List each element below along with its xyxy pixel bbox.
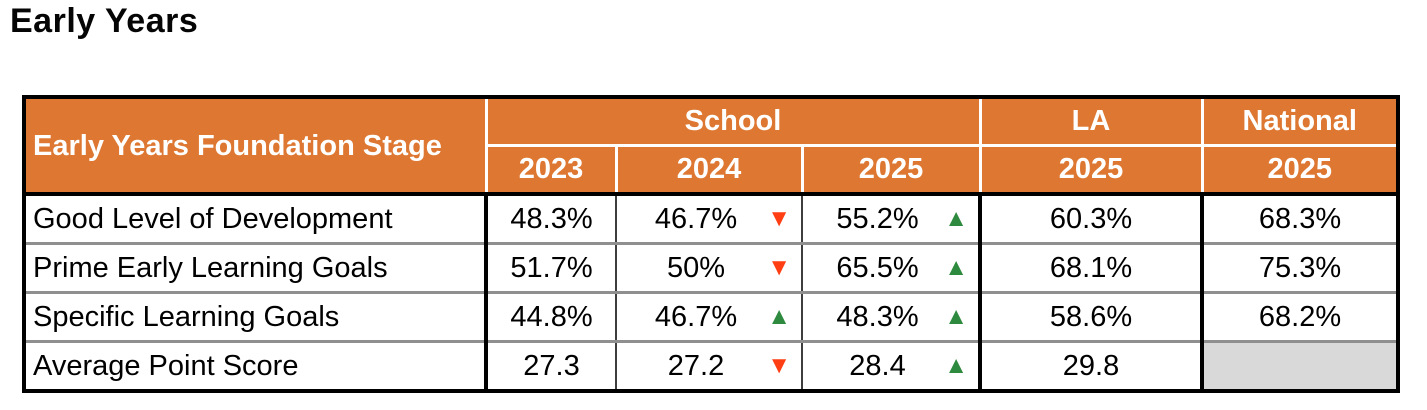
table-row-prime-early-learning-goals: Prime Early Learning Goals 51.7% 50% ▼ 6… [24, 242, 1398, 293]
header-year-row: 2023 2024 2025 2025 2025 [24, 144, 1400, 196]
cell-value: 46.7% [654, 300, 738, 333]
trend-arrow-icon: ▲ [944, 205, 968, 232]
cell-value: 48.3% [836, 300, 919, 333]
trend-arrow-icon: ▼ [767, 254, 791, 281]
cell-school-2024: 46.7% ▲ [616, 291, 803, 342]
group-header-la: LA [978, 95, 1204, 147]
group-header-school: School [484, 95, 982, 147]
table-row-good-level-of-development: Good Level of Development 48.3% 46.7% ▼ … [24, 192, 1398, 244]
cell-school-2025: 65.5% ▲ [802, 242, 982, 293]
corner-header-cell: Early Years Foundation Stage [22, 95, 488, 196]
year-header-national-2025: 2025 [1200, 144, 1400, 196]
group-header-national: National [1200, 95, 1400, 147]
cell-school-2024: 50% ▼ [616, 242, 803, 293]
cell-value: 46.7% [654, 202, 738, 235]
year-header-school-2023: 2023 [484, 144, 618, 196]
cell-national-2025: 68.2% [1202, 291, 1398, 342]
cell-national-2025: 75.3% [1202, 242, 1398, 293]
cell-school-2025: 48.3% ▲ [802, 291, 982, 342]
cell-school-2023: 44.8% [486, 291, 617, 342]
cell-la-2025: 58.6% [980, 291, 1204, 342]
cell-la-2025: 60.3% [980, 192, 1204, 244]
row-label: Average Point Score [24, 340, 488, 391]
cell-value: 65.5% [836, 251, 919, 284]
cell-school-2024: 46.7% ▼ [616, 192, 803, 244]
table-header: Early Years Foundation Stage School LA N… [22, 95, 1400, 196]
trend-arrow-icon: ▲ [944, 254, 968, 281]
cell-school-2023: 48.3% [486, 192, 617, 244]
cell-school-2024: 27.2 ▼ [616, 340, 803, 391]
row-label: Prime Early Learning Goals [24, 242, 488, 293]
cell-value: 27.2 [667, 349, 725, 382]
page-title: Early Years [10, 2, 199, 40]
trend-arrow-icon: ▼ [767, 205, 791, 232]
year-header-school-2024: 2024 [614, 144, 804, 196]
table-body: Good Level of Development 48.3% 46.7% ▼ … [24, 192, 1398, 391]
cell-value: 55.2% [836, 202, 919, 235]
year-header-school-2025: 2025 [800, 144, 982, 196]
trend-arrow-icon: ▼ [767, 352, 791, 379]
table-row-average-point-score: Average Point Score 27.3 27.2 ▼ 28.4 ▲ 2… [24, 340, 1398, 391]
row-label: Specific Learning Goals [24, 291, 488, 342]
row-label: Good Level of Development [24, 192, 488, 244]
cell-school-2023: 27.3 [486, 340, 617, 391]
cell-value: 50% [666, 251, 726, 284]
cell-value: 28.4 [849, 349, 906, 382]
cell-la-2025: 68.1% [980, 242, 1204, 293]
cell-school-2023: 51.7% [486, 242, 617, 293]
year-header-la-2025: 2025 [978, 144, 1204, 196]
cell-national-empty [1202, 340, 1398, 391]
cell-school-2025: 55.2% ▲ [802, 192, 982, 244]
cell-school-2025: 28.4 ▲ [802, 340, 982, 391]
cell-la-2025: 29.8 [980, 340, 1204, 391]
trend-arrow-icon: ▲ [944, 303, 968, 330]
table-row-specific-learning-goals: Specific Learning Goals 44.8% 46.7% ▲ 48… [24, 291, 1398, 342]
header-group-row: Early Years Foundation Stage School LA N… [22, 95, 1400, 196]
trend-arrow-icon: ▲ [767, 303, 791, 330]
cell-national-2025: 68.3% [1202, 192, 1398, 244]
early-years-foundation-stage-table: Early Years Foundation Stage School LA N… [22, 95, 1400, 393]
trend-arrow-icon: ▲ [944, 352, 968, 379]
